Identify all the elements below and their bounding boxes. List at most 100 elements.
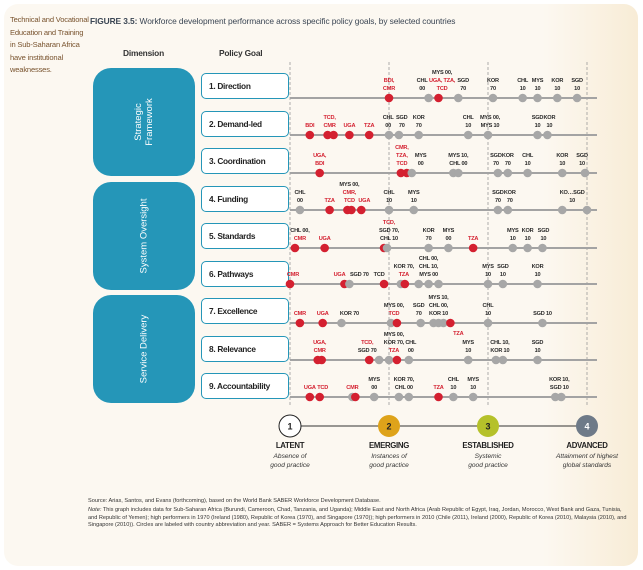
country-label: MYS 10: [481, 123, 500, 129]
benchmark-country-dot: [488, 93, 498, 103]
dimension-system-oversight: System Oversight: [93, 182, 195, 290]
benchmark-country-dot: [414, 279, 424, 289]
benchmark-country-dot: [386, 318, 396, 328]
country-label: KOR: [551, 78, 563, 84]
country-label: SGD: [538, 228, 550, 234]
country-label: MYS 00,: [432, 70, 453, 76]
country-label: 00: [418, 161, 424, 167]
country-label: 10: [559, 161, 565, 167]
country-label: CHL: [417, 78, 429, 84]
benchmark-country-dot: [538, 243, 547, 253]
country-label: 10: [525, 236, 531, 242]
country-label: SGD 10: [550, 385, 569, 391]
ssa-country-dot: [290, 243, 300, 253]
country-label: CHL: [383, 115, 395, 121]
benchmark-country-dot: [538, 318, 547, 328]
country-label: SGD: [571, 78, 583, 84]
country-label: KOR 10,: [549, 377, 570, 383]
benchmark-country-dot: [533, 355, 542, 365]
country-label: MYS 00,: [339, 182, 360, 188]
country-label: KOR: [543, 115, 555, 121]
ssa-country-dot: [400, 279, 410, 289]
benchmark-country-dot: [533, 93, 542, 103]
country-label: CHL: [522, 153, 534, 159]
ssa-country-dot: [285, 279, 295, 289]
country-label: TZA: [433, 385, 443, 391]
benchmark-country-dot: [493, 168, 503, 178]
policy-goal-box: 7. Excellence: [201, 298, 289, 324]
level-2-circle: [378, 415, 400, 437]
note-label: Note:: [88, 507, 102, 514]
country-label: CHL 00,: [419, 256, 439, 262]
country-label: 00: [297, 198, 303, 204]
country-label: CHL: [405, 340, 417, 346]
country-label: BDI: [315, 161, 325, 167]
level-number: 2: [386, 422, 391, 432]
ssa-country-dot: [434, 392, 443, 402]
country-label: 00: [371, 385, 377, 391]
country-label: SGD: [492, 190, 504, 196]
level-description: good practice: [369, 462, 409, 469]
benchmark-country-dot: [553, 93, 562, 103]
country-label: MYS: [443, 228, 455, 234]
benchmark-country-dot: [543, 130, 552, 140]
country-label: KOR: [522, 228, 534, 234]
benchmark-country-dot: [424, 93, 433, 103]
country-label: KOR: [487, 78, 499, 84]
country-label: 70: [460, 86, 466, 92]
ssa-country-dot: [320, 243, 329, 253]
country-label: UGA: [358, 198, 370, 204]
ssa-country-dot: [364, 130, 374, 140]
country-label: 70: [507, 198, 513, 204]
level-name: LATENT: [276, 441, 305, 450]
country-label: UGA,: [313, 340, 327, 346]
country-label: TCD: [437, 86, 448, 92]
country-label: 10: [500, 272, 506, 278]
country-label: BDI: [305, 123, 315, 129]
country-label: TZA: [364, 123, 374, 129]
benchmark-country-dot: [468, 392, 478, 402]
ssa-country-dot: [315, 168, 325, 178]
country-label: KOR 10: [490, 348, 509, 354]
ssa-country-dot: [379, 279, 389, 289]
country-label: 10: [535, 123, 541, 129]
country-label: UGA: [304, 385, 316, 391]
country-label: CMR,: [343, 190, 357, 196]
benchmark-country-dot: [491, 355, 501, 365]
country-label: 10: [535, 86, 541, 92]
ssa-country-dot: [329, 130, 338, 140]
country-label: MYS 00: [419, 272, 438, 278]
country-label: 70: [495, 198, 501, 204]
benchmark-country-dot: [518, 93, 527, 103]
benchmark-country-dot: [394, 130, 404, 140]
country-label: CMR: [294, 311, 306, 317]
ssa-country-dot: [396, 168, 406, 178]
benchmark-country-dot: [384, 355, 394, 365]
country-label: SGD 70: [350, 272, 369, 278]
country-label: KO…SGD: [560, 190, 585, 196]
country-label: MYS: [368, 377, 380, 383]
country-label: 00: [419, 86, 425, 92]
country-label: 70: [416, 123, 422, 129]
benchmark-country-dot: [439, 318, 448, 328]
country-label: KOR: [413, 115, 425, 121]
country-label: TZA,: [396, 153, 408, 159]
benchmark-country-dot: [503, 205, 513, 215]
country-label: TCD,: [323, 115, 336, 121]
country-label: CHL 00,: [429, 303, 449, 309]
benchmark-country-dot: [414, 130, 424, 140]
country-label: CHL: [294, 190, 306, 196]
footer: Source: Arias, Santos, and Evans (forthc…: [88, 498, 628, 531]
policy-goal-box: 2. Demand-led: [201, 111, 289, 137]
dimension-header: Dimension: [123, 48, 165, 58]
country-label: SGD 10: [533, 311, 552, 317]
country-label: 10: [535, 348, 541, 354]
benchmark-country-dot: [384, 130, 394, 140]
country-label: CMR: [383, 86, 395, 92]
country-label: SGD 70,: [379, 228, 400, 234]
ssa-country-dot: [468, 243, 478, 253]
country-label: UGA, TZA,: [429, 78, 456, 84]
policy-goal-box: 9. Accountability: [201, 373, 289, 399]
country-label: CHL: [517, 78, 529, 84]
